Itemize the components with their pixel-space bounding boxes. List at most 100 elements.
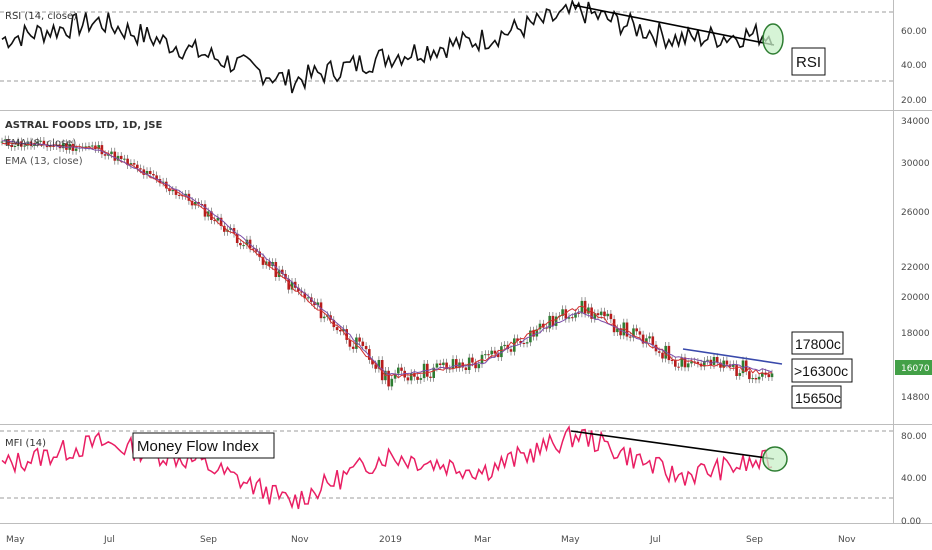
x-tick-may-2019: May bbox=[561, 535, 580, 545]
candle-body bbox=[219, 217, 223, 226]
candle-body bbox=[416, 376, 419, 380]
candle-body bbox=[667, 345, 671, 361]
candle-body bbox=[274, 262, 278, 277]
candle-body bbox=[245, 239, 249, 246]
candle-body bbox=[706, 359, 709, 361]
candle-body bbox=[680, 357, 684, 367]
candle-body bbox=[612, 319, 616, 333]
candle-body bbox=[490, 350, 493, 355]
candle-body bbox=[322, 316, 326, 319]
rsi-tick-60: 60.00 bbox=[901, 27, 927, 37]
candle-body bbox=[748, 371, 751, 380]
candle-body bbox=[635, 328, 638, 332]
candle-body bbox=[522, 343, 526, 344]
candle-body bbox=[693, 361, 696, 363]
candle-body bbox=[519, 341, 522, 343]
candle-body bbox=[725, 360, 729, 365]
candle-body bbox=[406, 377, 410, 381]
candle-body bbox=[500, 346, 503, 358]
candle-body bbox=[432, 367, 435, 378]
candle-body bbox=[606, 313, 609, 317]
candle-body bbox=[374, 364, 377, 369]
candle-body bbox=[683, 357, 687, 368]
candle-body bbox=[300, 291, 303, 293]
candle-body bbox=[709, 359, 713, 365]
candle-body bbox=[464, 367, 468, 370]
candle-body bbox=[297, 287, 300, 292]
candle-body bbox=[596, 313, 600, 316]
candle-body bbox=[387, 370, 390, 387]
candle-body bbox=[13, 146, 17, 147]
candle-body bbox=[152, 174, 155, 176]
candle-body bbox=[255, 248, 258, 252]
candle-body bbox=[651, 336, 655, 345]
candle-body bbox=[538, 323, 542, 330]
candle-body bbox=[242, 245, 245, 247]
candle-body bbox=[235, 233, 239, 243]
candle-body bbox=[674, 360, 677, 367]
candle-body bbox=[577, 312, 580, 314]
candle-body bbox=[258, 251, 261, 258]
candle-body bbox=[722, 360, 725, 368]
last-price-label: 16070 bbox=[895, 360, 932, 375]
candle-body bbox=[0, 141, 4, 143]
candle-body bbox=[413, 373, 416, 377]
candlestick-series bbox=[0, 135, 774, 391]
candle-body bbox=[719, 362, 722, 368]
candle-body bbox=[525, 342, 529, 344]
candle-body bbox=[148, 171, 152, 174]
candle-body bbox=[632, 328, 635, 338]
rsi-annotation: RSI bbox=[791, 47, 826, 76]
x-tick-sep-2018: Sep bbox=[200, 535, 217, 545]
candle-body bbox=[165, 181, 168, 189]
candle-body bbox=[403, 370, 406, 378]
ema-13-label: EMA (13, close) bbox=[5, 156, 83, 167]
candle-body bbox=[123, 158, 126, 160]
level-17800: 17800c bbox=[791, 331, 844, 355]
candle-body bbox=[113, 151, 117, 161]
candle-body bbox=[345, 329, 348, 340]
candle-body bbox=[161, 181, 165, 183]
candle-body bbox=[645, 338, 648, 344]
candle-body bbox=[342, 329, 345, 332]
candle-body bbox=[210, 211, 213, 220]
ema-8-label: EMA (8, close) bbox=[5, 138, 76, 149]
candle-body bbox=[471, 357, 474, 363]
mfi-tick-0: 0.00 bbox=[901, 517, 921, 527]
level-16300: >16300c bbox=[791, 358, 853, 383]
mfi-annotation: Money Flow Index bbox=[132, 432, 275, 459]
candle-body bbox=[213, 220, 216, 222]
candle-body bbox=[638, 331, 642, 335]
candle-body bbox=[532, 330, 535, 337]
candle-body bbox=[503, 344, 506, 347]
candle-body bbox=[97, 145, 100, 149]
candle-body bbox=[661, 352, 664, 359]
candle-body bbox=[741, 360, 745, 374]
candle-body bbox=[764, 372, 767, 375]
candle-body bbox=[90, 145, 94, 147]
candle-body bbox=[26, 141, 30, 146]
mfi-tick-80: 80.00 bbox=[901, 432, 927, 442]
level-16300-text: >16300c bbox=[794, 363, 848, 379]
candle-body bbox=[754, 378, 758, 380]
candle-body bbox=[767, 374, 771, 378]
price-tick-18000: 18000 bbox=[901, 329, 930, 339]
candle-body bbox=[712, 357, 716, 365]
candle-body bbox=[641, 334, 645, 344]
x-tick-nov-2019: Nov bbox=[838, 535, 856, 545]
candle-body bbox=[564, 309, 568, 319]
candle-body bbox=[484, 354, 487, 356]
candle-body bbox=[509, 349, 513, 352]
candle-body bbox=[648, 336, 651, 339]
candle-body bbox=[335, 327, 339, 331]
candle-body bbox=[393, 373, 397, 379]
candle-body bbox=[438, 363, 442, 365]
candle-body bbox=[268, 261, 271, 267]
candle-body bbox=[116, 155, 120, 161]
level-15650: 15650c bbox=[791, 385, 842, 409]
candle-body bbox=[371, 359, 374, 365]
price-tick-14800: 14800 bbox=[901, 393, 930, 403]
candle-body bbox=[177, 194, 181, 196]
candle-body bbox=[670, 360, 674, 361]
price-tick-22000: 22000 bbox=[901, 263, 930, 273]
